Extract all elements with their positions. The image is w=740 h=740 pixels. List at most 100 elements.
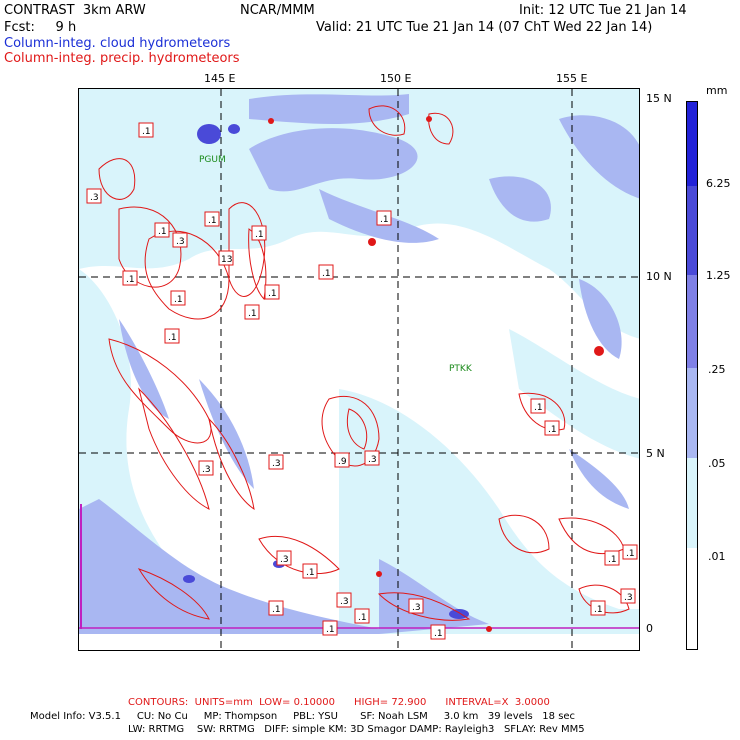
legend-label-0.25: .25 bbox=[708, 363, 726, 376]
contour-box: .1 bbox=[322, 620, 338, 636]
forecast-map: .1 .3 .1 .3 .1 .1 13 .1 .1 .1 .1 .1 .1 .… bbox=[78, 88, 640, 651]
model-info-line2: LW: RRTMG SW: RRTMG DIFF: simple KM: 3D … bbox=[128, 724, 585, 735]
precip-cores bbox=[268, 116, 604, 632]
field-label-precip: Column-integ. precip. hydrometeors bbox=[4, 51, 240, 66]
contour-label-boxes: .1 .3 .1 .3 .1 .1 13 .1 .1 .1 .1 .1 .1 .… bbox=[86, 122, 638, 640]
contour-box: .3 bbox=[336, 592, 352, 608]
contour-box: .1 bbox=[204, 211, 220, 227]
svg-text:.1: .1 bbox=[208, 216, 217, 226]
lat-label-0: 0 bbox=[646, 622, 653, 635]
svg-text:.3: .3 bbox=[624, 593, 633, 603]
svg-text:.1: .1 bbox=[608, 555, 617, 565]
valid-time: Valid: 21 UTC Tue 21 Jan 14 (07 ChT Wed … bbox=[316, 20, 653, 35]
contour-box: .1 bbox=[302, 563, 318, 579]
svg-text:.3: .3 bbox=[176, 237, 185, 247]
lat-label-5n: 5 N bbox=[646, 447, 665, 460]
svg-text:.3: .3 bbox=[202, 465, 211, 475]
contour-box: .3 bbox=[408, 598, 424, 614]
svg-text:.3: .3 bbox=[368, 455, 377, 465]
contour-box: .1 bbox=[354, 608, 370, 624]
precip-contours bbox=[98, 105, 630, 621]
legend-label-0.01: .01 bbox=[708, 550, 726, 563]
contour-box: .1 bbox=[244, 304, 260, 320]
forecast-hour: Fcst: 9 h bbox=[4, 20, 77, 35]
svg-text:.1: .1 bbox=[272, 605, 281, 615]
svg-text:.1: .1 bbox=[380, 215, 389, 225]
svg-text:.3: .3 bbox=[280, 555, 289, 565]
svg-text:.1: .1 bbox=[594, 605, 603, 615]
lat-lon-grid bbox=[79, 89, 639, 650]
legend-label-1.25: 1.25 bbox=[706, 269, 731, 282]
svg-text:.3: .3 bbox=[340, 597, 349, 607]
contour-box: .3 bbox=[198, 460, 214, 476]
svg-text:.1: .1 bbox=[255, 230, 264, 240]
lon-label-145: 145 E bbox=[204, 72, 236, 85]
lon-label-155: 155 E bbox=[556, 72, 588, 85]
contour-box: .3 bbox=[172, 232, 188, 248]
legend-unit: mm bbox=[706, 84, 728, 97]
legend-label-0.05: .05 bbox=[708, 457, 726, 470]
contour-box: .1 bbox=[264, 284, 280, 300]
legend-swatch-4 bbox=[687, 368, 697, 458]
model-title: CONTRAST 3km ARW bbox=[4, 3, 146, 18]
contour-box: .1 bbox=[138, 122, 154, 138]
init-time: Init: 12 UTC Tue 21 Jan 14 bbox=[519, 3, 687, 18]
svg-text:.1: .1 bbox=[626, 549, 635, 559]
contour-box: .1 bbox=[268, 600, 284, 616]
contour-box: .9 bbox=[334, 452, 350, 468]
svg-text:.1: .1 bbox=[322, 269, 331, 279]
station-ptkk: PTKK bbox=[449, 364, 473, 374]
svg-text:.3: .3 bbox=[412, 603, 421, 613]
legend-swatch-2 bbox=[687, 186, 697, 275]
svg-text:.1: .1 bbox=[168, 333, 177, 343]
lat-label-15n: 15 N bbox=[646, 92, 672, 105]
contour-box: .1 bbox=[154, 222, 170, 238]
contour-box: .1 bbox=[376, 210, 392, 226]
contour-box: .1 bbox=[430, 624, 446, 640]
svg-text:.1: .1 bbox=[248, 309, 257, 319]
contour-box: .1 bbox=[164, 328, 180, 344]
legend-swatch-3 bbox=[687, 275, 697, 368]
model-info-line1: Model Info: V3.5.1 CU: No Cu MP: Thompso… bbox=[30, 711, 576, 722]
contour-box: .3 bbox=[364, 450, 380, 466]
color-scale-bar bbox=[686, 101, 698, 650]
svg-text:.1: .1 bbox=[306, 568, 315, 578]
contour-box: .1 bbox=[530, 398, 546, 414]
contour-box: 13 bbox=[218, 250, 234, 266]
contour-box: .1 bbox=[604, 550, 620, 566]
organization-label: NCAR/MMM bbox=[240, 3, 315, 18]
svg-text:.3: .3 bbox=[272, 459, 281, 469]
contour-box: .1 bbox=[251, 225, 267, 241]
svg-text:13: 13 bbox=[221, 255, 232, 265]
contour-box: .3 bbox=[620, 588, 636, 604]
contour-box: .3 bbox=[268, 454, 284, 470]
svg-text:.9: .9 bbox=[338, 457, 347, 467]
field-label-cloud: Column-integ. cloud hydrometeors bbox=[4, 36, 231, 51]
legend-label-6.25: 6.25 bbox=[706, 177, 731, 190]
svg-text:.1: .1 bbox=[534, 403, 543, 413]
svg-text:.1: .1 bbox=[174, 295, 183, 305]
svg-text:.1: .1 bbox=[158, 227, 167, 237]
contour-box: .3 bbox=[86, 188, 102, 204]
legend-swatch-6 bbox=[687, 548, 697, 649]
svg-text:.1: .1 bbox=[358, 613, 367, 623]
contour-box: .1 bbox=[622, 544, 638, 560]
station-pgum: PGUM bbox=[199, 155, 226, 165]
contour-box: .1 bbox=[170, 290, 186, 306]
svg-text:.1: .1 bbox=[326, 625, 335, 635]
svg-text:.1: .1 bbox=[268, 289, 277, 299]
contour-info: CONTOURS: UNITS=mm LOW= 0.10000 HIGH= 72… bbox=[128, 697, 550, 708]
svg-text:.1: .1 bbox=[142, 127, 151, 137]
contour-box: .1 bbox=[544, 420, 560, 436]
legend-swatch-5 bbox=[687, 458, 697, 548]
contour-box: .1 bbox=[122, 270, 138, 286]
lon-label-150: 150 E bbox=[380, 72, 412, 85]
legend-swatch-1 bbox=[687, 102, 697, 186]
svg-text:.1: .1 bbox=[548, 425, 557, 435]
contour-box: .3 bbox=[276, 550, 292, 566]
lat-label-10n: 10 N bbox=[646, 270, 672, 283]
svg-text:.1: .1 bbox=[434, 629, 443, 639]
svg-text:.1: .1 bbox=[126, 275, 135, 285]
svg-text:.3: .3 bbox=[90, 193, 99, 203]
contour-box: .1 bbox=[590, 600, 606, 616]
